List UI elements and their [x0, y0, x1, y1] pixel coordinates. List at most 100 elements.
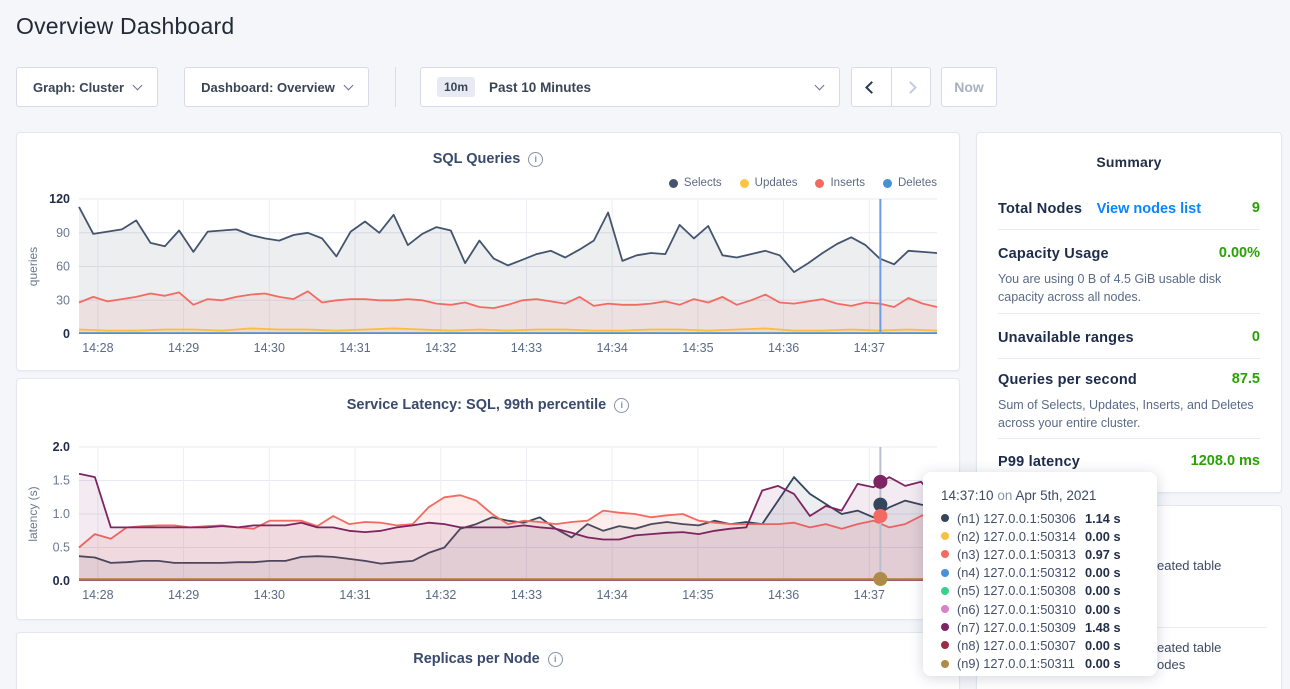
svg-text:14:31: 14:31: [339, 588, 370, 602]
node-dot-icon: [941, 623, 949, 632]
now-button[interactable]: Now: [941, 67, 997, 107]
svg-text:14:29: 14:29: [168, 341, 199, 355]
summary-row-p99: P99 latency 1208.0 ms: [998, 453, 1260, 470]
chevron-down-icon: [132, 80, 143, 90]
sql-queries-title-text: SQL Queries: [432, 151, 521, 167]
capacity-usage-value: 0.00%: [1218, 245, 1260, 261]
svg-text:14:35: 14:35: [682, 588, 713, 602]
prev-time-button[interactable]: [852, 68, 891, 106]
replicas-per-node-title-text: Replicas per Node: [413, 651, 540, 667]
summary-row-unavailable: Unavailable ranges 0: [998, 329, 1260, 346]
p99-latency-value: 1208.0 ms: [1190, 453, 1260, 469]
graph-dropdown[interactable]: Graph: Cluster: [16, 67, 158, 107]
node-dot-icon: [941, 586, 949, 595]
divider: [998, 438, 1260, 439]
svg-text:14:36: 14:36: [768, 588, 799, 602]
dashboard-dropdown[interactable]: Dashboard: Overview: [184, 67, 369, 107]
svg-text:2.0: 2.0: [53, 440, 70, 454]
service-latency-card: Service Latency: SQL, 99th percentile i …: [16, 378, 960, 620]
tooltip-row: (n7) 127.0.0.1:50309 1.48 s: [941, 618, 1157, 636]
graph-dropdown-label: Graph: Cluster: [32, 79, 124, 95]
view-nodes-list-link[interactable]: View nodes list: [1096, 201, 1202, 217]
event-text-fragment: odes: [1157, 657, 1186, 672]
tooltip-row: (n2) 127.0.0.1:50314 0.00 s: [941, 527, 1157, 545]
service-latency-chart[interactable]: 0.0 0.5 1.0 1.5 2.0 14:28 14:29 14:30 14:31 14:32…: [17, 435, 961, 621]
svg-text:14:34: 14:34: [597, 588, 628, 602]
time-range-badge: 10m: [437, 77, 476, 97]
legend-item-selects[interactable]: Selects: [668, 177, 722, 189]
legend-item-deletes[interactable]: Deletes: [883, 177, 937, 189]
svg-text:90: 90: [56, 226, 70, 240]
svg-text:60: 60: [56, 260, 70, 274]
node-dot-icon: [941, 514, 949, 523]
sql-queries-title: SQL Queries i: [17, 151, 959, 167]
tooltip-row: (n8) 127.0.0.1:50307 0.00 s: [941, 636, 1157, 654]
legend-item-inserts[interactable]: Inserts: [815, 177, 865, 189]
chevron-down-icon: [343, 80, 354, 90]
summary-title: Summary: [1096, 154, 1162, 170]
now-button-label: Now: [954, 79, 984, 95]
svg-text:1.0: 1.0: [53, 507, 70, 521]
svg-text:14:33: 14:33: [511, 588, 542, 602]
sql-queries-card: SQL Queries i Selects Updates Inserts De…: [16, 132, 960, 371]
time-range-label: Past 10 Minutes: [489, 79, 592, 95]
info-icon[interactable]: i: [614, 397, 630, 413]
svg-text:30: 30: [56, 293, 70, 307]
capacity-usage-desc: You are using 0 B of 4.5 GiB usable disk…: [998, 272, 1222, 304]
chevron-right-icon: [904, 80, 918, 94]
svg-text:14:32: 14:32: [425, 341, 456, 355]
svg-text:120: 120: [49, 192, 70, 206]
svg-text:14:33: 14:33: [511, 341, 542, 355]
legend-dot-icon: [739, 178, 749, 188]
svg-text:queries: queries: [26, 247, 40, 286]
node-dot-icon: [941, 532, 949, 541]
svg-text:14:28: 14:28: [82, 588, 113, 602]
node-dot-icon: [941, 605, 949, 614]
tooltip-row: (n5) 127.0.0.1:50308 0.00 s: [941, 582, 1157, 600]
time-range-dropdown[interactable]: 10m Past 10 Minutes: [420, 67, 840, 107]
service-latency-title: Service Latency: SQL, 99th percentile i: [17, 397, 959, 413]
tooltip-row: (n6) 127.0.0.1:50310 0.00 s: [941, 600, 1157, 618]
info-icon[interactable]: i: [547, 651, 563, 667]
node-dot-icon: [941, 641, 949, 650]
info-icon[interactable]: i: [528, 151, 544, 167]
svg-text:14:30: 14:30: [254, 588, 285, 602]
tooltip-row: (n9) 127.0.0.1:50311 0.00 s: [941, 655, 1157, 673]
legend-item-updates[interactable]: Updates: [739, 177, 797, 189]
svg-text:0.5: 0.5: [53, 541, 70, 555]
unavailable-ranges-value: 0: [1251, 329, 1260, 345]
svg-text:14:31: 14:31: [339, 341, 370, 355]
event-text-fragment: eated table: [1157, 640, 1222, 655]
tooltip-row: (n4) 127.0.0.1:50312 0.00 s: [941, 564, 1157, 582]
svg-text:14:37: 14:37: [854, 588, 885, 602]
chevron-left-icon: [864, 80, 878, 94]
divider: [998, 229, 1260, 230]
node-dot-icon: [941, 659, 949, 668]
qps-value: 87.5: [1231, 371, 1260, 387]
svg-text:14:32: 14:32: [425, 588, 456, 602]
next-time-button[interactable]: [890, 68, 931, 106]
summary-row-qps: Queries per second 87.5 Sum of Selects, …: [998, 371, 1260, 430]
divider: [998, 358, 1260, 359]
svg-text:14:28: 14:28: [82, 341, 113, 355]
legend-dot-icon: [668, 178, 678, 188]
summary-panel: Summary Total Nodes View nodes list 9 Ca…: [976, 132, 1282, 493]
svg-text:14:34: 14:34: [597, 341, 628, 355]
toolbar-divider: [395, 67, 396, 107]
svg-text:14:37: 14:37: [854, 341, 885, 355]
svg-text:0.0: 0.0: [53, 574, 70, 588]
qps-desc: Sum of Selects, Updates, Inserts, and De…: [998, 398, 1254, 430]
event-text-fragment: eated table: [1157, 558, 1222, 573]
time-step-control: [851, 67, 931, 107]
service-latency-title-text: Service Latency: SQL, 99th percentile: [346, 397, 607, 413]
page-title: Overview Dashboard: [16, 13, 235, 39]
svg-text:1.5: 1.5: [53, 474, 70, 488]
svg-text:14:35: 14:35: [682, 341, 713, 355]
sql-queries-chart[interactable]: 0 30 60 90 120 14:28 14:29 14:30 14:31 14:32 14:33…: [17, 189, 961, 369]
svg-text:14:30: 14:30: [254, 341, 285, 355]
divider: [1157, 627, 1267, 628]
tooltip-row: (n3) 127.0.0.1:50313 0.97 s: [941, 545, 1157, 563]
legend-dot-icon: [815, 178, 825, 188]
total-nodes-value: 9: [1251, 200, 1260, 216]
legend-dot-icon: [883, 178, 892, 188]
